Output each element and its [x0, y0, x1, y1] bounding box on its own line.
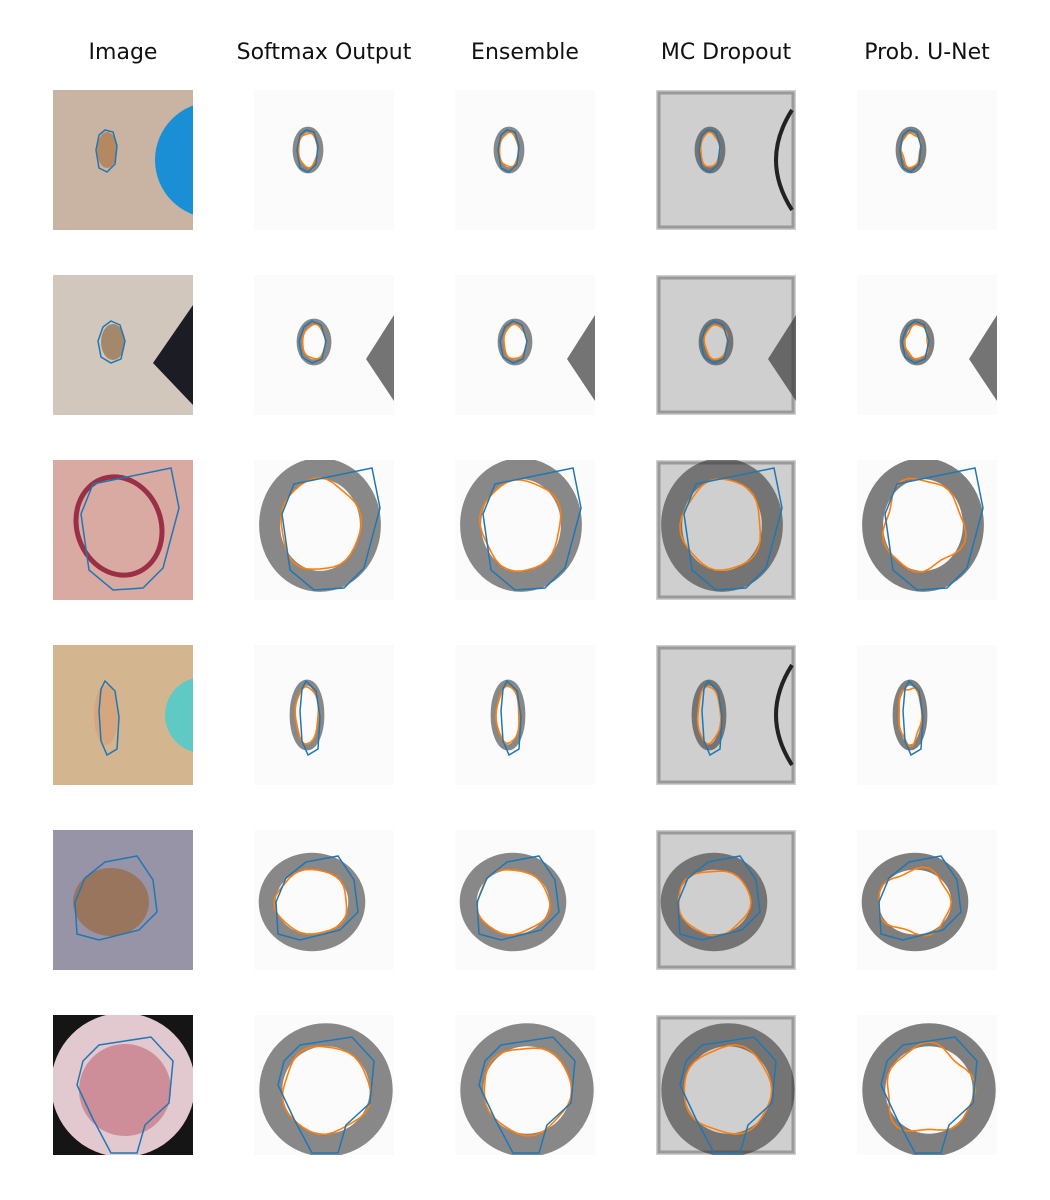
panel-image — [254, 645, 394, 785]
panel-row2-softmax-output — [254, 275, 394, 415]
panel-row6-image — [53, 1015, 193, 1155]
panel-row5-image — [53, 830, 193, 970]
panel-row4-ensemble — [455, 645, 595, 785]
panel-image — [254, 1015, 394, 1155]
panel-image — [254, 90, 394, 230]
panel-row2-image — [53, 275, 193, 415]
panel-row6-ensemble — [455, 1015, 595, 1155]
panel-row5-mc-dropout — [656, 830, 796, 970]
panel-image — [656, 830, 796, 970]
panel-image — [857, 90, 997, 230]
panel-image — [857, 460, 997, 600]
panel-image — [455, 275, 595, 415]
column-title-image: Image — [88, 40, 158, 65]
panel-image — [656, 645, 796, 785]
panel-image — [455, 90, 595, 230]
panel-image — [53, 830, 193, 970]
panel-image — [53, 90, 193, 230]
panel-image — [455, 460, 595, 600]
panel-image — [455, 645, 595, 785]
panel-image — [656, 90, 796, 230]
panel-image — [656, 275, 796, 415]
panel-row1-ensemble — [455, 90, 595, 230]
panel-image — [53, 460, 193, 600]
column-title-ensemble: Ensemble — [471, 40, 579, 65]
panel-image — [857, 1015, 997, 1155]
panel-row2-ensemble — [455, 275, 595, 415]
panel-row5-prob-unet — [857, 830, 997, 970]
panel-image — [53, 275, 193, 415]
panel-row3-mc-dropout — [656, 460, 796, 600]
column-title-prob-unet: Prob. U-Net — [864, 40, 990, 65]
panel-row1-image — [53, 90, 193, 230]
panel-row3-prob-unet — [857, 460, 997, 600]
panel-row1-mc-dropout — [656, 90, 796, 230]
panel-image — [857, 830, 997, 970]
panel-image — [53, 645, 193, 785]
panel-row6-mc-dropout — [656, 1015, 796, 1155]
panel-image — [254, 275, 394, 415]
panel-row2-prob-unet — [857, 275, 997, 415]
panel-image — [656, 460, 796, 600]
panel-image — [254, 830, 394, 970]
panel-row3-ensemble — [455, 460, 595, 600]
panel-image — [857, 645, 997, 785]
panel-row2-mc-dropout — [656, 275, 796, 415]
panel-image — [656, 1015, 796, 1155]
panel-row4-mc-dropout — [656, 645, 796, 785]
panel-image — [455, 830, 595, 970]
panel-row1-softmax-output — [254, 90, 394, 230]
panel-row5-ensemble — [455, 830, 595, 970]
panel-row4-image — [53, 645, 193, 785]
panel-image — [254, 460, 394, 600]
panel-row5-softmax-output — [254, 830, 394, 970]
panel-image — [53, 1015, 193, 1155]
panel-row6-softmax-output — [254, 1015, 394, 1155]
panel-row4-softmax-output — [254, 645, 394, 785]
panel-row4-prob-unet — [857, 645, 997, 785]
panel-image — [857, 275, 997, 415]
column-title-softmax-output: Softmax Output — [236, 40, 412, 65]
panel-row1-prob-unet — [857, 90, 997, 230]
panel-row3-image — [53, 460, 193, 600]
panel-image — [455, 1015, 595, 1155]
panel-row6-prob-unet — [857, 1015, 997, 1155]
column-title-mc-dropout: MC Dropout — [660, 40, 792, 65]
panel-row3-softmax-output — [254, 460, 394, 600]
